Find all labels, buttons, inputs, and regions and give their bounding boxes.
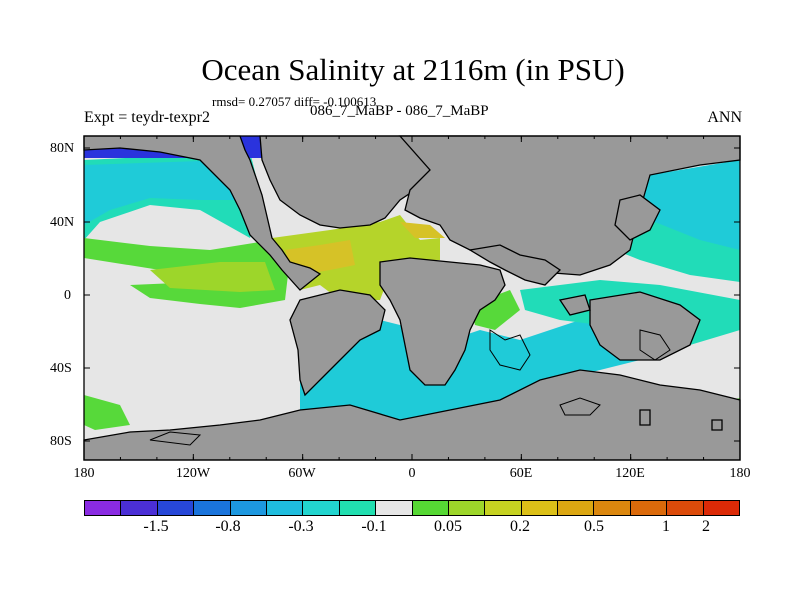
colorbar-swatch-6 (266, 501, 304, 515)
colorbar-label-8: 1 (662, 518, 670, 535)
north-america (83, 135, 322, 291)
colorbar-swatch-8 (339, 501, 377, 515)
ocean-ridge-contour-1 (489, 329, 531, 371)
x-label-0: 0 (408, 466, 416, 481)
colorbar-swatch-1 (85, 501, 122, 515)
colorbar-swatch-13 (521, 501, 559, 515)
ocean-ridge-contour-4 (559, 397, 601, 416)
islands-indonesia (558, 294, 591, 316)
colorbar-label-6: 0.2 (510, 518, 530, 535)
colorbar-swatch-3 (157, 501, 195, 515)
colorbar-swatch-16 (630, 501, 668, 515)
ocean-ridge-contour-2 (639, 329, 671, 361)
colorbar-label-9: 2 (702, 518, 710, 535)
antarctic-island-2 (711, 419, 723, 431)
x-label-180e: 180 (729, 466, 751, 481)
y-label-80s: 80S (50, 434, 72, 449)
colorbar-swatch-12 (485, 501, 522, 515)
map-title: Ocean Salinity at 2116m (in PSU) (201, 52, 625, 87)
colorbar-swatch-5 (230, 501, 267, 515)
east-asia-small (614, 194, 661, 241)
y-label-0: 0 (64, 288, 71, 303)
x-label-180w: 180 (73, 466, 95, 481)
x-label-60w: 60W (288, 466, 316, 481)
colorbar-swatch-10 (412, 501, 449, 515)
case-label: 086_7_MaBP - 086_7_MaBP (310, 103, 489, 119)
x-label-60e: 60E (509, 466, 533, 481)
colorbar-label-2: -0.8 (215, 518, 241, 535)
colorbar-swatch-11 (448, 501, 486, 515)
australia-asia-east (589, 291, 701, 361)
south-green-patch-west (84, 395, 130, 430)
colorbar-swatch-15 (594, 501, 631, 515)
colorbar-label-3: -0.3 (288, 518, 314, 535)
india-arabia (468, 244, 562, 286)
northwest-pacific-teal-2 (615, 220, 740, 282)
colorbar-label-4: -0.1 (361, 518, 387, 535)
south-america (289, 289, 386, 397)
experiment-label: Expt = teydr-texpr2 (84, 109, 210, 126)
x-label-120w: 120W (175, 466, 211, 481)
colorbar-swatch-17 (667, 501, 704, 515)
colorbar-swatch-4 (194, 501, 231, 515)
pacific-green-inner (150, 262, 275, 292)
colorbar-label-1: -1.5 (143, 518, 169, 535)
x-label-120e: 120E (615, 466, 645, 481)
colorbar-swatch-2 (121, 501, 158, 515)
colorbar (84, 500, 740, 516)
indian-green-spot (470, 290, 520, 330)
y-label-40s: 40S (50, 361, 72, 376)
north-pacific-cyan-inner (84, 160, 245, 225)
colorbar-label-5: 0.05 (434, 518, 462, 535)
med-yellow (400, 222, 445, 238)
colorbar-swatch-14 (558, 501, 595, 515)
africa (379, 257, 506, 386)
colorbar-swatch-7 (303, 501, 340, 515)
ocean-ridge-contour-3 (149, 431, 202, 446)
colorbar-label-7: 0.5 (584, 518, 604, 535)
colorbar-swatch-18 (703, 501, 740, 515)
y-label-40n: 40N (50, 215, 75, 230)
season-label: ANN (707, 109, 742, 126)
antarctic-island-1 (639, 409, 651, 426)
colorbar-swatch-9 (376, 501, 413, 515)
y-label-80n: 80N (50, 141, 75, 156)
stats-line: rmsd= 0.27057 diff= -0.100613 (212, 94, 377, 109)
